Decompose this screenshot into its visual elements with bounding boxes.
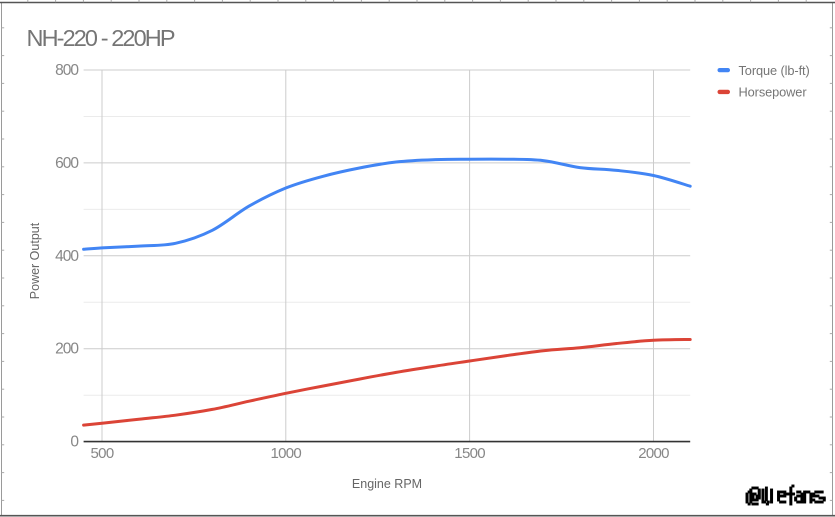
svg-text:800: 800 xyxy=(55,62,79,79)
svg-text:0: 0 xyxy=(70,434,79,451)
svg-text:NH-220 - 220HP: NH-220 - 220HP xyxy=(27,25,175,51)
svg-text:Engine RPM: Engine RPM xyxy=(352,477,422,491)
svg-text:1000: 1000 xyxy=(271,445,302,462)
svg-text:1500: 1500 xyxy=(454,445,485,462)
svg-text:400: 400 xyxy=(55,248,79,265)
svg-text:200: 200 xyxy=(55,341,79,358)
svg-text:Torque (lb-ft): Torque (lb-ft) xyxy=(739,63,810,78)
svg-text:2000: 2000 xyxy=(638,445,669,462)
svg-text:Power Output: Power Output xyxy=(28,222,42,299)
svg-text:Horsepower: Horsepower xyxy=(739,84,808,99)
svg-text:600: 600 xyxy=(55,155,79,172)
svg-text:500: 500 xyxy=(91,445,114,462)
